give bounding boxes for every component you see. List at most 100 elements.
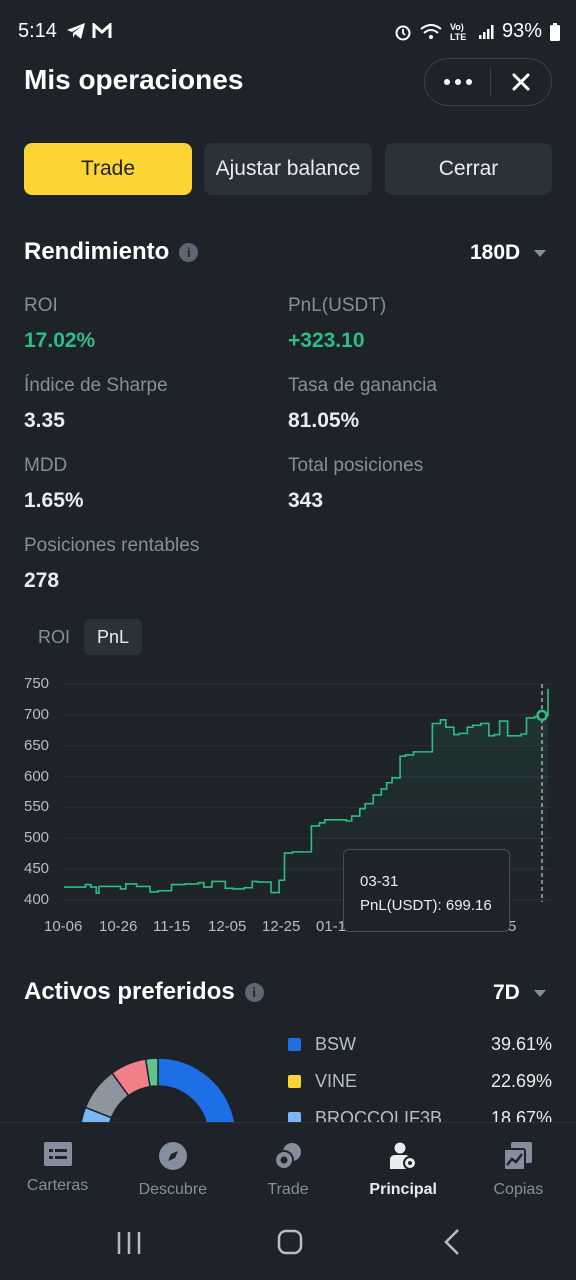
more-button[interactable] (425, 67, 491, 97)
wifi-icon (420, 23, 442, 39)
x-tick-label: 12-05 (208, 918, 247, 935)
header-actions (424, 58, 552, 106)
performance-title: Rendimiento (24, 238, 170, 265)
nav-principal[interactable]: Principal (346, 1123, 461, 1210)
nav-copias[interactable]: Copias (461, 1123, 576, 1210)
performance-period-select[interactable]: 180D (470, 241, 547, 265)
y-tick-label: 700 (24, 705, 50, 723)
stat-label: MDD (24, 455, 68, 476)
pnl-area (64, 688, 548, 900)
system-nav-bar (0, 1210, 576, 1280)
period-value: 7D (493, 981, 520, 1004)
info-icon[interactable]: i (179, 242, 199, 262)
bottom-nav: Carteras Descubre Trade Principal Copias (0, 1122, 576, 1210)
legend-pct: 18.67% (490, 1108, 552, 1122)
tooltip-value: PnL(USDT): 699.16 (360, 897, 492, 914)
tooltip-date: 03-31 (360, 873, 399, 890)
y-tick-label: 750 (24, 675, 50, 692)
copy-chart-icon (503, 1142, 533, 1171)
stat-value: 1.65% (24, 489, 84, 512)
people-icon (390, 1142, 418, 1170)
nav-label: Descubre (138, 1181, 208, 1198)
x-tick-label: 01-1 (316, 918, 347, 935)
stat-label: Tasa de ganancia (288, 375, 437, 396)
status-bar: 5:14 Vo) LTE 93% (0, 0, 576, 64)
stat-value: +323.10 (288, 329, 365, 352)
network-type: Vo) LTE (449, 21, 467, 42)
wallet-icon (43, 1142, 72, 1166)
stat-value: 343 (288, 489, 324, 512)
x-tick-label: 5 (508, 918, 517, 935)
pnl-chart-svg (64, 683, 552, 902)
close-button[interactable] (491, 73, 551, 91)
nav-label: Trade (267, 1181, 309, 1198)
back-icon[interactable] (442, 1228, 462, 1256)
tab-pnl[interactable]: PnL (84, 619, 142, 655)
stat-label: ROI (24, 295, 58, 316)
assets-period-select[interactable]: 7D (493, 981, 546, 1005)
x-tick-label: 10-06 (44, 918, 83, 935)
chart-tooltip: 03-31 PnL(USDT): 699.16 (343, 849, 510, 932)
chevron-down-icon (534, 249, 547, 257)
assets-donut-svg (80, 1057, 236, 1122)
legend-item: BROCCOLIF3B 18.67% (288, 1108, 552, 1122)
stat-value: 3.35 (24, 409, 65, 432)
assets-title: Activos preferidos (24, 978, 235, 1005)
stat-value: 81.05% (288, 409, 360, 432)
nav-label: Copias (493, 1181, 544, 1198)
recent-apps-icon[interactable] (116, 1230, 142, 1256)
battery-icon (550, 22, 560, 41)
nav-descubre[interactable]: Descubre (115, 1123, 230, 1210)
assets-heading: Activos preferidos i (24, 978, 264, 1006)
stat-label: Total posiciones (288, 455, 424, 476)
donut-slice (157, 1057, 236, 1122)
info-icon[interactable]: i (244, 982, 264, 1002)
trade-button[interactable]: Trade (24, 143, 192, 195)
stat-label: Posiciones rentables (24, 535, 200, 556)
x-tick-label: 12-25 (262, 918, 301, 935)
page-title: Mis operaciones (24, 64, 244, 95)
donut-slice (144, 1057, 159, 1088)
notification-icons (66, 22, 112, 40)
status-right: Vo) LTE 93% (394, 20, 560, 43)
adjust-balance-button[interactable]: Ajustar balance (204, 143, 372, 195)
legend-name: BROCCOLIF3B (315, 1108, 443, 1122)
legend-name: BSW (315, 1034, 357, 1054)
stat-value: 278 (24, 569, 60, 592)
assets-legend: BSW 39.61% VINE 22.69% BROCCOLIF3B 18.67… (0, 1030, 576, 1122)
y-tick-label: 400 (24, 891, 50, 908)
y-tick-label: 450 (24, 860, 50, 878)
legend-name: VINE (315, 1071, 358, 1091)
legend-swatch (288, 1075, 301, 1088)
legend-pct: 39.61% (490, 1034, 552, 1054)
stat-value: 17.02% (24, 329, 96, 352)
gmail-icon (92, 23, 112, 38)
x-tick-label: 10-26 (99, 918, 138, 935)
stat-label: PnL(USDT) (288, 295, 387, 316)
legend-pct: 22.69% (490, 1071, 552, 1091)
alarm-icon (395, 25, 411, 40)
pnl-line (64, 688, 549, 895)
compass-icon (158, 1142, 187, 1170)
pnl-chart (0, 670, 576, 940)
nav-trade[interactable]: Trade (230, 1123, 345, 1210)
legend-item: BSW 39.61% (288, 1034, 552, 1055)
nav-carteras[interactable]: Carteras (0, 1123, 115, 1210)
signal-icon (478, 24, 494, 39)
assets-donut (78, 1056, 238, 1122)
coins-icon (274, 1143, 301, 1170)
nav-label: Principal (369, 1181, 437, 1198)
legend-swatch (288, 1112, 301, 1122)
home-icon[interactable] (277, 1229, 303, 1255)
y-tick-label: 500 (24, 829, 50, 847)
legend-swatch (288, 1038, 301, 1051)
y-tick-label: 600 (24, 767, 50, 785)
close-position-button[interactable]: Cerrar (385, 143, 552, 195)
y-tick-label: 650 (24, 736, 50, 754)
selected-point (536, 709, 548, 722)
telegram-icon (67, 23, 85, 39)
tab-roi[interactable]: ROI (37, 626, 70, 647)
x-tick-label: 11-15 (153, 918, 191, 935)
stat-label: Índice de Sharpe (24, 375, 168, 396)
nav-label: Carteras (26, 1177, 89, 1194)
